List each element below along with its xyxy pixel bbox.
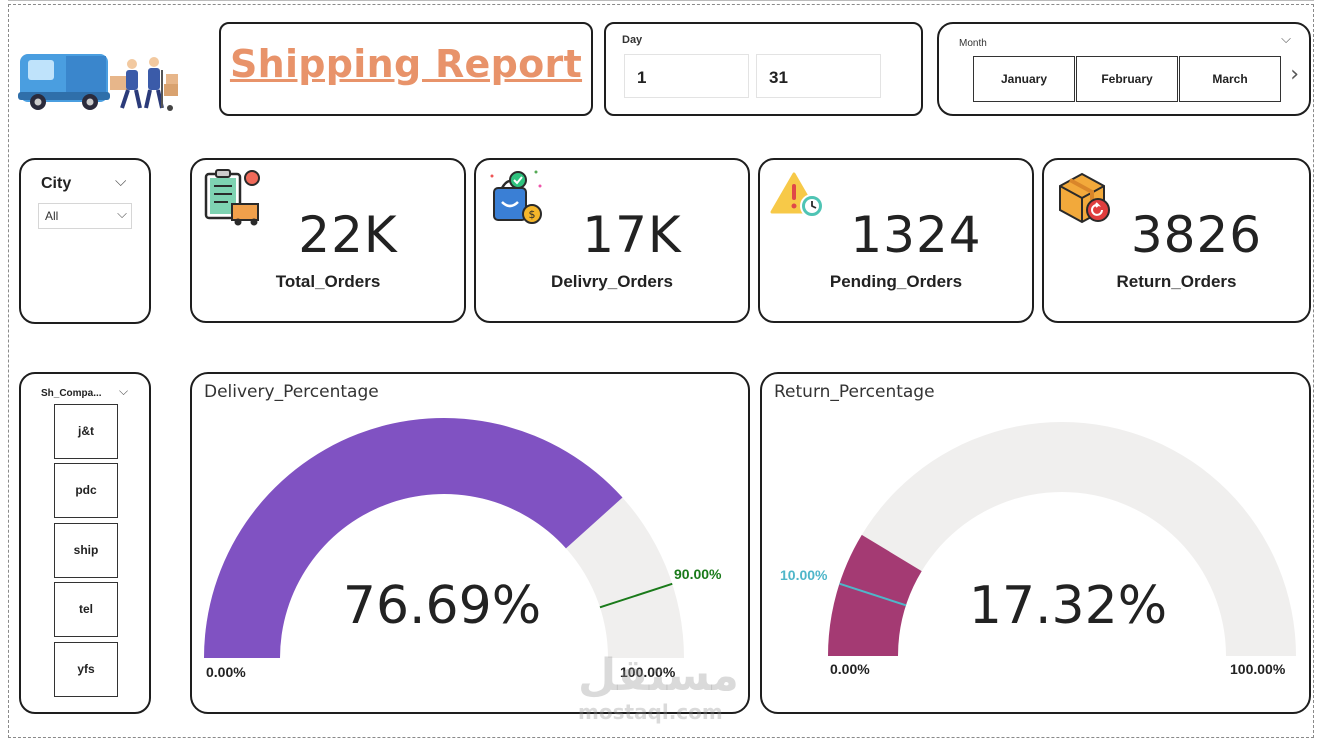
- kpi-total-orders: 22K Total_Orders: [190, 158, 466, 323]
- gauge-value: 17.32%: [968, 576, 1168, 636]
- city-slicer-caption: City: [41, 175, 72, 192]
- gauge-target-marker: [839, 582, 907, 607]
- day-to-input[interactable]: 31: [756, 54, 881, 98]
- day-slicer: Day 1 31: [604, 22, 923, 116]
- city-selected-value: All: [45, 209, 59, 223]
- kpi-return-orders: 3826 Return_Orders: [1042, 158, 1311, 323]
- report-canvas: [8, 4, 1314, 738]
- chevron-down-icon: ⌵: [117, 207, 127, 222]
- month-slicer-caption: Month: [959, 38, 987, 49]
- company-option-ship[interactable]: ship: [54, 523, 118, 578]
- company-option-jt[interactable]: j&t: [54, 404, 118, 459]
- shopping-bag-icon: $: [490, 170, 542, 224]
- chevron-down-icon[interactable]: ⌵: [115, 172, 127, 190]
- month-option-january[interactable]: January: [973, 56, 1075, 102]
- top-edge: [8, 0, 1314, 4]
- gauge-value-fill: [204, 417, 623, 658]
- delivery-orders-value: 17K: [582, 206, 682, 264]
- company-option-tel[interactable]: tel: [54, 582, 118, 637]
- delivery-orders-label: Delivry_Orders: [551, 272, 673, 291]
- return-box-icon: [1059, 172, 1110, 224]
- gauge-target-label: 10.00%: [780, 567, 828, 583]
- title-card: Shipping Report: [219, 22, 593, 116]
- month-slicer: Month ⌵ January February March ›: [937, 22, 1311, 116]
- return-percentage-gauge: Return_Percentage 17.32% 0.00% 100.00% 1…: [760, 372, 1311, 714]
- total-orders-label: Total_Orders: [275, 272, 381, 291]
- watermark-arabic: مستقل: [578, 650, 739, 701]
- gauge-min-label: 0.00%: [206, 664, 246, 680]
- company-slicer-caption: Sh_Compa...: [41, 388, 102, 399]
- watermark-latin: mostaql.com: [578, 700, 723, 724]
- delivery-percentage-gauge: Delivery_Percentage 76.69% 0.00% 100.00%…: [190, 372, 750, 714]
- report-title: Shipping Report: [229, 42, 583, 86]
- clipboard-delivery-icon: [204, 169, 260, 226]
- gauge-track: [828, 422, 1296, 656]
- day-from-input[interactable]: 1: [624, 54, 749, 98]
- month-option-february[interactable]: February: [1076, 56, 1178, 102]
- return-orders-label: Return_Orders: [1116, 272, 1237, 291]
- chevron-down-icon[interactable]: ⌵: [119, 384, 129, 398]
- chevron-down-icon[interactable]: ⌵: [1281, 32, 1291, 47]
- day-slicer-caption: Day: [622, 34, 643, 46]
- gauge-title: Return_Percentage: [774, 382, 935, 402]
- pending-orders-label: Pending_Orders: [829, 272, 963, 291]
- kpi-pending-orders: 1324 Pending_Orders: [758, 158, 1034, 323]
- month-option-march[interactable]: March: [1179, 56, 1281, 102]
- kpi-delivery-orders: $ 17K Delivry_Orders: [474, 158, 750, 323]
- gauge-max-label: 100.00%: [1230, 661, 1286, 677]
- gauge-title: Delivery_Percentage: [204, 382, 379, 402]
- city-dropdown[interactable]: All ⌵: [38, 203, 132, 229]
- delivery-gauge-chart: [204, 417, 684, 658]
- company-option-yfs[interactable]: yfs: [54, 642, 118, 697]
- gauge-target-label: 90.00%: [674, 566, 722, 582]
- gauge-value: 76.69%: [342, 576, 542, 636]
- total-orders-value: 22K: [298, 206, 398, 264]
- city-slicer: City ⌵ All ⌵: [19, 158, 151, 324]
- return-gauge-chart: [828, 422, 1296, 656]
- return-orders-value: 3826: [1130, 206, 1263, 264]
- chevron-right-icon[interactable]: ›: [1290, 62, 1299, 87]
- delivery-truck-logo-icon: [18, 54, 178, 111]
- pending-orders-value: 1324: [850, 206, 982, 264]
- company-option-pdc[interactable]: pdc: [54, 463, 118, 518]
- company-slicer: Sh_Compa... ⌵ j&t pdc ship tel yfs: [19, 372, 151, 714]
- svg-text:$: $: [529, 208, 536, 221]
- gauge-target-marker: [599, 582, 673, 609]
- gauge-min-label: 0.00%: [830, 661, 870, 677]
- gauge-max-label: 100.00%: [620, 664, 676, 680]
- warning-clock-icon: [770, 172, 824, 218]
